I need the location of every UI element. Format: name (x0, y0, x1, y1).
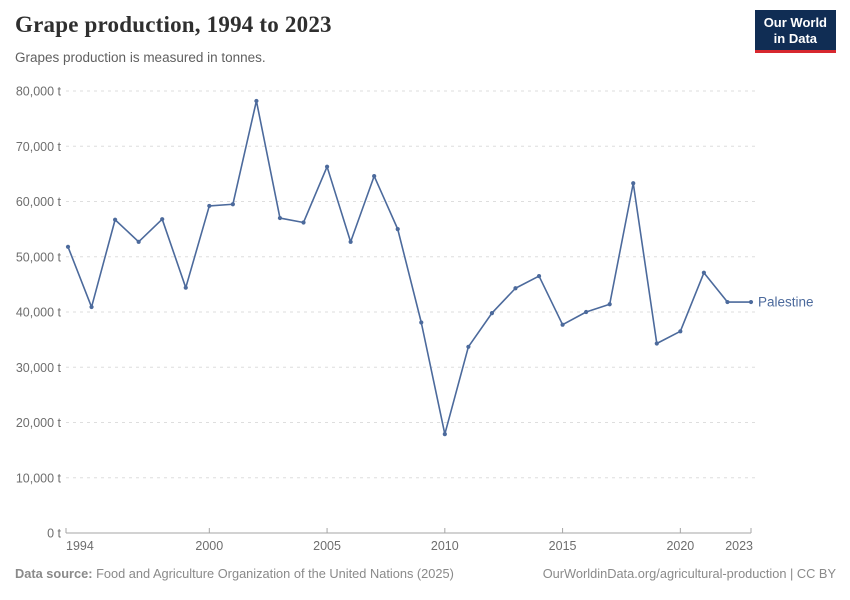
chart-subtitle: Grapes production is measured in tonnes. (15, 50, 266, 65)
data-point[interactable] (372, 173, 377, 179)
data-point[interactable] (678, 329, 683, 334)
entity-label-palestine[interactable]: Palestine (758, 295, 814, 310)
data-point[interactable] (277, 215, 283, 221)
data-point[interactable] (395, 227, 400, 232)
data-point[interactable] (560, 322, 565, 327)
data-point[interactable] (654, 341, 659, 346)
data-point[interactable] (584, 309, 589, 315)
data-point[interactable] (466, 344, 471, 349)
line-chart: 0 t 10,000 t 20,000 t 30,000 t 40,000 t 50,00… (16, 85, 814, 553)
data-point[interactable] (113, 217, 118, 222)
data-point[interactable] (160, 217, 165, 222)
y-axis-tick-label: 10,000 t (16, 471, 62, 485)
y-axis-tick-label: 50,000 t (16, 250, 62, 264)
chart-title: Grape production, 1994 to 2023 (15, 12, 332, 37)
data-source-text: Food and Agriculture Organization of the… (92, 566, 454, 581)
data-point[interactable] (207, 203, 212, 209)
data-point[interactable] (301, 220, 306, 225)
data-point[interactable] (536, 273, 542, 279)
x-axis-tick-label: 2015 (549, 539, 577, 553)
y-axis-tick-label: 30,000 t (16, 361, 62, 375)
chart-footer: Data source: Food and Agriculture Organi… (15, 566, 836, 586)
data-point[interactable] (254, 98, 259, 104)
y-axis-tick-label: 0 t (47, 527, 61, 541)
owid-logo-line1: Our World (763, 15, 827, 30)
y-axis-tick-label: 40,000 t (16, 306, 62, 320)
data-point[interactable] (607, 302, 612, 307)
x-axis-tick-label: 2010 (431, 539, 459, 553)
data-point[interactable] (701, 270, 706, 275)
data-point[interactable] (513, 286, 518, 291)
data-point[interactable] (183, 285, 188, 290)
data-point[interactable] (230, 202, 235, 207)
x-axis-tick-label: 1994 (66, 539, 94, 553)
data-point[interactable] (631, 181, 636, 186)
x-axis-tick-label: 2005 (313, 539, 341, 553)
data-point[interactable] (725, 299, 730, 305)
data-point[interactable] (136, 239, 141, 244)
data-point[interactable] (89, 304, 94, 310)
owid-logo[interactable]: Our World in Data (754, 10, 836, 54)
data-point[interactable] (65, 244, 71, 249)
owid-logo-line2: in Data (773, 30, 818, 46)
data-source: Data source: Food and Agriculture Organi… (15, 566, 454, 586)
data-line-palestine[interactable] (67, 100, 751, 435)
x-axis-tick-label: 2000 (195, 539, 223, 553)
data-point[interactable] (748, 299, 754, 305)
data-source-label: Data source: (15, 566, 93, 581)
y-axis-tick-label: 20,000 t (16, 416, 62, 430)
owid-link[interactable]: OurWorldinData.org/agricultural-producti… (542, 566, 836, 581)
data-point[interactable] (419, 320, 424, 325)
x-axis-tick-label: 2020 (666, 539, 694, 553)
data-point[interactable] (489, 311, 495, 316)
y-axis-tick-label: 80,000 t (16, 85, 62, 99)
y-axis-tick-label: 70,000 t (16, 140, 62, 154)
x-axis-tick-label: 2023 (725, 539, 753, 553)
data-point[interactable] (324, 164, 330, 169)
data-point[interactable] (442, 432, 447, 437)
y-axis-tick-label: 60,000 t (16, 195, 62, 209)
data-point[interactable] (348, 239, 353, 244)
